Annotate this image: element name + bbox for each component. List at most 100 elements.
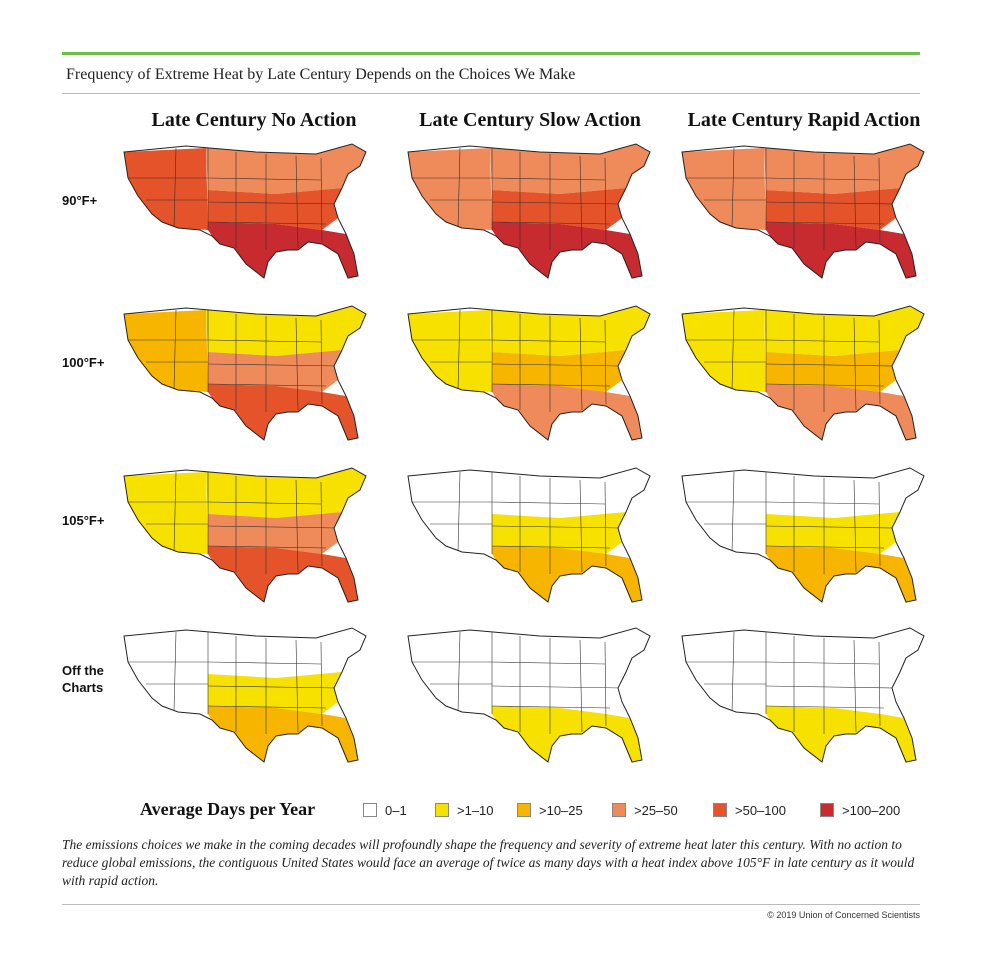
map-region-south	[766, 706, 916, 762]
state-border	[173, 471, 177, 553]
us-map-svg	[407, 143, 651, 279]
state-border	[295, 479, 299, 573]
map-region-east	[492, 350, 626, 392]
map-region-south	[492, 222, 642, 278]
map-region-south	[208, 222, 358, 278]
map-region-west	[682, 310, 766, 392]
map-region-north	[206, 144, 366, 194]
state-border	[320, 157, 323, 243]
state-border	[207, 177, 322, 181]
map-region-west	[408, 632, 492, 714]
legend-label: 0–1	[385, 802, 407, 818]
us-map-svg	[407, 467, 651, 603]
legend-swatch	[612, 803, 626, 817]
us-map-svg	[123, 143, 367, 279]
map-region-east	[492, 188, 626, 230]
state-border	[491, 383, 611, 387]
us-map-svg	[681, 305, 925, 441]
copyright: © 2019 Union of Concerned Scientists	[767, 910, 920, 920]
map-region-north	[490, 628, 650, 678]
us-outline	[681, 305, 925, 441]
state-border	[207, 685, 339, 689]
map-region-north	[764, 144, 924, 194]
us-heat-map-105f-slow-action	[400, 462, 662, 610]
state-border	[295, 317, 299, 411]
map-region-west	[682, 632, 766, 714]
state-border	[173, 631, 177, 713]
map-region-east	[208, 188, 342, 230]
map-region-north	[206, 306, 366, 356]
map-region-north	[764, 468, 924, 518]
map-region-east	[208, 672, 342, 714]
legend-title: Average Days per Year	[140, 799, 316, 819]
state-border	[491, 525, 623, 529]
state-border	[731, 147, 735, 229]
map-region-east	[208, 512, 342, 554]
us-outline	[681, 143, 925, 279]
state-border	[173, 309, 177, 391]
state-border	[604, 641, 607, 727]
us-heat-map-105f-rapid-action	[674, 462, 936, 610]
state-border	[765, 339, 880, 343]
map-region-west	[682, 472, 766, 554]
map-region-north	[490, 144, 650, 194]
map-region-north	[490, 306, 650, 356]
state-border	[491, 339, 606, 343]
us-outline	[123, 143, 367, 279]
state-border	[765, 221, 885, 225]
map-region-west	[408, 148, 492, 230]
state-border	[207, 501, 322, 505]
state-border	[320, 319, 323, 405]
state-border	[207, 201, 339, 205]
state-border	[731, 631, 735, 713]
state-border	[457, 147, 461, 229]
state-border	[878, 157, 881, 243]
map-region-west	[408, 310, 492, 392]
state-border	[765, 177, 880, 181]
legend-label: >50–100	[735, 802, 786, 818]
map-region-west	[124, 148, 208, 230]
state-border	[207, 661, 322, 665]
state-border	[604, 157, 607, 243]
row-label-105f: 105°F+	[62, 513, 105, 528]
state-border	[295, 155, 299, 249]
legend-swatch	[820, 803, 834, 817]
caption: The emissions choices we make in the com…	[62, 837, 915, 888]
state-border	[765, 685, 897, 689]
map-region-north	[206, 628, 366, 678]
us-heat-map-105f-no-action	[116, 462, 378, 610]
us-heat-map-100f-slow-action	[400, 300, 662, 448]
us-heat-map-90f-rapid-action	[674, 138, 936, 286]
us-outline	[123, 627, 367, 763]
us-heat-map-90f-no-action	[116, 138, 378, 286]
state-border	[579, 155, 583, 249]
state-border	[765, 525, 897, 529]
map-region-south	[208, 546, 358, 602]
map-region-east	[766, 350, 900, 392]
state-border	[491, 685, 623, 689]
us-heat-map-90f-slow-action	[400, 138, 662, 286]
state-border	[853, 479, 857, 573]
map-region-east	[492, 512, 626, 554]
title-divider	[62, 93, 920, 94]
column-header-slow-action: Late Century Slow Action	[419, 109, 641, 131]
us-map-svg	[123, 627, 367, 763]
us-map-svg	[407, 627, 651, 763]
us-outline	[407, 143, 651, 279]
map-region-west	[124, 310, 208, 392]
state-border	[731, 309, 735, 391]
state-border	[878, 481, 881, 567]
us-outline	[123, 305, 367, 441]
state-border	[491, 545, 611, 549]
us-outline	[407, 467, 651, 603]
state-border	[765, 501, 880, 505]
map-region-south	[492, 546, 642, 602]
state-border	[604, 319, 607, 405]
map-region-west	[408, 472, 492, 554]
us-map-svg	[123, 305, 367, 441]
us-outline	[681, 627, 925, 763]
state-border	[207, 545, 327, 549]
legend-item-25-50: >25–50	[612, 802, 678, 818]
state-border	[491, 177, 606, 181]
state-border	[579, 639, 583, 733]
